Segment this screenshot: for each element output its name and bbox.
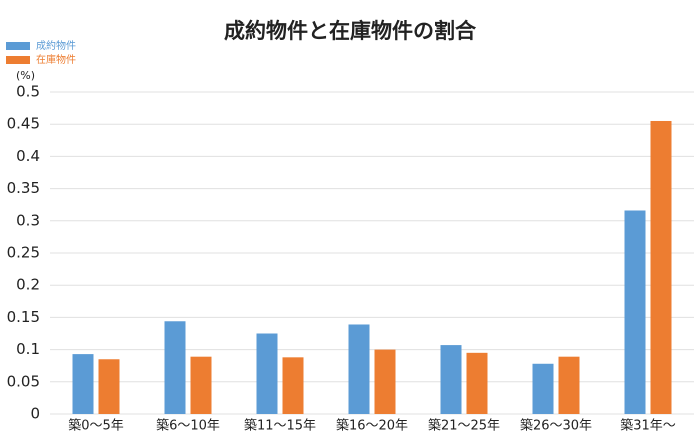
- legend-label: 在庫物件: [36, 53, 76, 66]
- chart-title: 成約物件と在庫物件の割合: [224, 19, 477, 43]
- bar: [164, 321, 186, 414]
- legend-swatch: [6, 42, 30, 50]
- x-tick-label: 築6～10年: [156, 419, 220, 434]
- y-tick-label: 0.05: [7, 372, 40, 390]
- y-axis-label: (%): [16, 69, 35, 82]
- bar: [348, 324, 370, 414]
- y-tick-label: 0.35: [7, 179, 40, 197]
- y-tick-label: 0.45: [7, 115, 40, 133]
- y-tick-label: 0.3: [16, 211, 40, 229]
- y-tick-label: 0.25: [7, 244, 40, 262]
- y-tick-label: 0.1: [16, 340, 40, 358]
- bar: [466, 352, 488, 414]
- bar: [650, 120, 672, 414]
- bar: [72, 354, 94, 414]
- x-tick-label: 築26～30年: [520, 419, 592, 434]
- bar: [98, 359, 120, 414]
- legend-swatch: [6, 56, 30, 64]
- bar: [624, 210, 646, 414]
- x-tick-label: 築31年～: [620, 419, 676, 434]
- bar: [440, 345, 462, 414]
- y-tick-label: 0.5: [16, 83, 40, 101]
- x-tick-label: 築21～25年: [428, 419, 500, 434]
- x-tick-label: 築16～20年: [336, 419, 408, 434]
- bar: [532, 363, 554, 414]
- y-tick-label: 0: [30, 405, 40, 423]
- x-tick-label: 築0～5年: [68, 419, 124, 434]
- bar: [558, 356, 580, 414]
- x-tick-label: 築11～15年: [244, 419, 316, 434]
- bar: [282, 357, 304, 414]
- y-tick-label: 0.2: [16, 276, 40, 294]
- bar: [374, 349, 396, 414]
- y-tick-label: 0.4: [16, 147, 40, 165]
- bar: [190, 356, 212, 414]
- legend-label: 成約物件: [36, 39, 76, 52]
- bar: [256, 333, 278, 414]
- y-tick-label: 0.15: [7, 308, 40, 326]
